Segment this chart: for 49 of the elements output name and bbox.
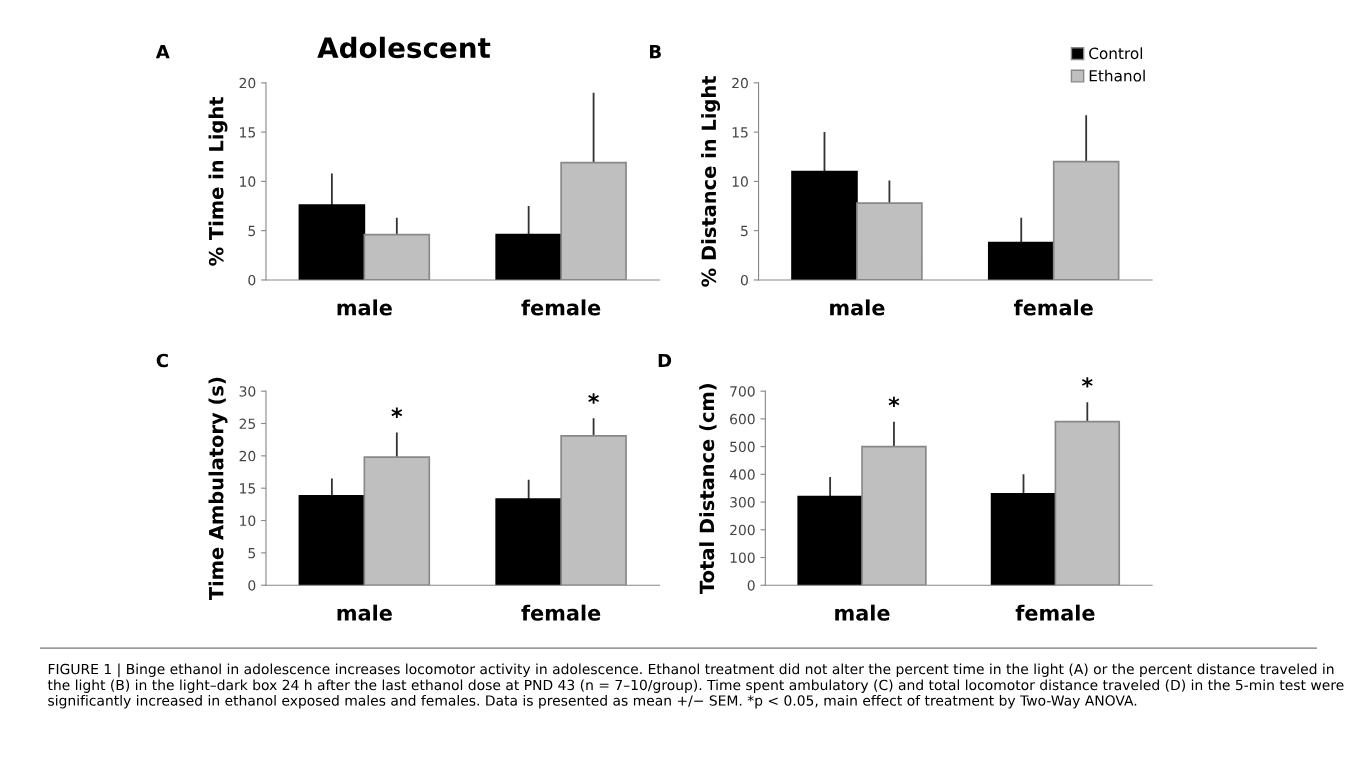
x-tick-label: male (337, 299, 392, 316)
annotation: * (588, 393, 599, 404)
y-axis-title: Time Ambulatory (s) (208, 377, 228, 601)
x-tick-label: female (521, 604, 601, 621)
x-tick-label: female (521, 299, 601, 316)
y-tick-label: 10 (732, 176, 748, 187)
y-tick-label: 0 (740, 274, 748, 286)
caption: FIGURE 1 | Binge ethanol in adolescence increases locomotor activity in adolescence. Ethanol treatment did not alter the percent time in the light (A) or the percent distance traveled in the light (B) in the light–dark box 24 h after the last ethanol dose at PND 43 (n = 7–10/group). Time spent ambulatory (C) and total locomotor distance traveled (D) in the 5-min test were significantly increased in ethanol exposed males and females. Data is presented as mean +/− SEM. *p < 0.05, main effect of treatment by Two-Way ANOVA. (47, 663, 1344, 709)
y-tick-label: 400 (729, 469, 755, 480)
text: * (1081, 377, 1093, 388)
x-tick-label: female (1015, 604, 1095, 621)
y-tick-label: 200 (730, 524, 755, 536)
y-tick-label: 15 (732, 127, 748, 138)
y-tick-label: 5 (248, 225, 256, 237)
y-tick-label: 300 (730, 497, 755, 508)
x-tick-label: male (830, 299, 885, 316)
y-tick-label: 5 (741, 225, 748, 237)
y-axis-title: % Distance in Light (701, 75, 721, 287)
y-tick-label: 25 (239, 418, 256, 429)
y-tick-label: 0 (747, 580, 755, 591)
x-tick-label: female (1013, 299, 1093, 316)
y-tick-label: 600 (730, 413, 755, 425)
annotation: * (391, 407, 403, 418)
chart-title: Adolescent (317, 36, 491, 59)
text: D (658, 353, 672, 368)
y-tick-label: 20 (239, 450, 256, 462)
text: C (156, 353, 168, 368)
y-tick-label: 10 (240, 176, 256, 187)
y-axis-title: % Time in Light (208, 96, 228, 266)
annotation: * (888, 396, 900, 407)
y-tick-label: 500 (730, 441, 755, 453)
y-tick-label: 0 (248, 274, 256, 286)
y-tick-label: 100 (730, 552, 755, 563)
y-tick-label: 15 (240, 483, 256, 494)
text: B (650, 45, 661, 59)
x-tick-label: male (835, 604, 890, 621)
y-tick-label: 20 (239, 77, 256, 89)
x-tick-label: male (337, 604, 392, 621)
y-tick-label: 0 (248, 580, 256, 591)
y-tick-label: 15 (240, 127, 256, 138)
text: A (155, 45, 170, 59)
y-tick-label: 5 (248, 548, 256, 559)
legend-label: Control (1089, 47, 1143, 60)
y-tick-label: 700 (730, 386, 755, 397)
y-tick-label: 20 (732, 77, 748, 89)
legend-label: Ethanol (1089, 69, 1145, 82)
y-axis-title: Total Distance (cm) (699, 384, 717, 594)
y-tick-label: 10 (240, 515, 256, 527)
y-tick-label: 30 (239, 386, 256, 397)
